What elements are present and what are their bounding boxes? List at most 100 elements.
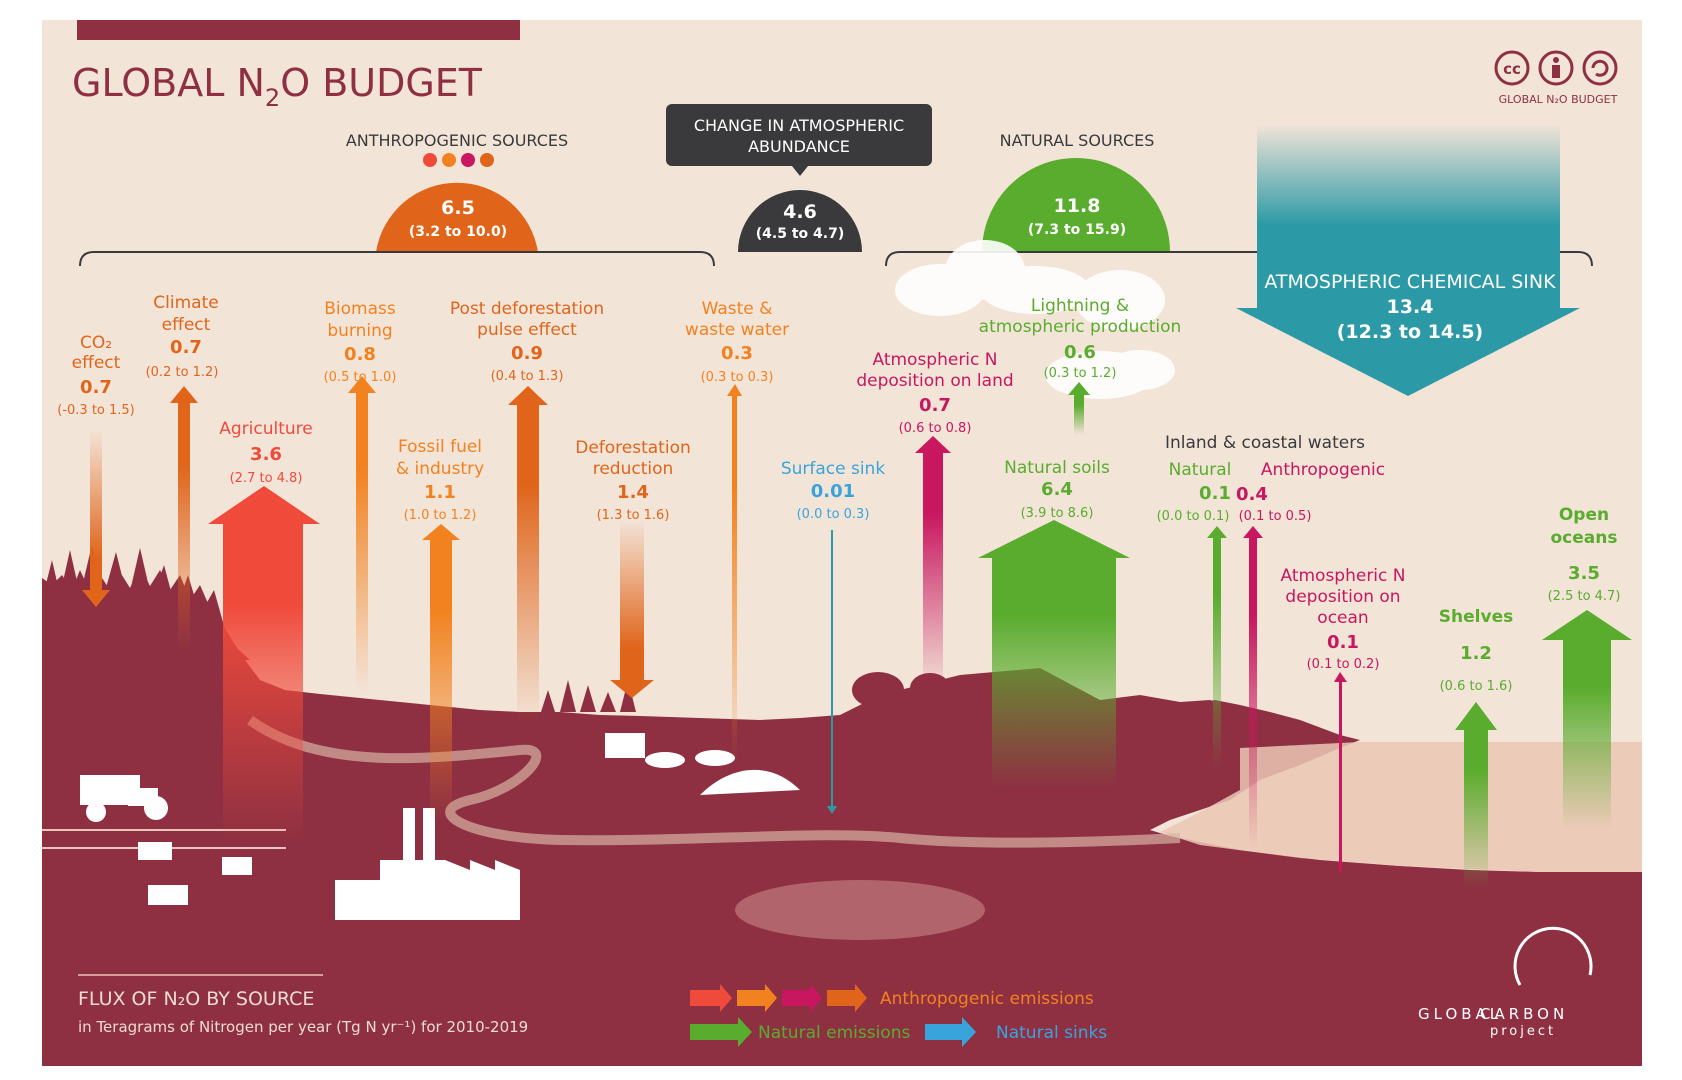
co2-effect-range: (-0.3 to 1.5) — [57, 403, 135, 418]
lake — [735, 880, 985, 940]
change-label-line2: ABUNDANCE — [748, 137, 850, 156]
anthropogenic-bracket — [79, 251, 715, 267]
surface-sink-arrow — [827, 530, 837, 814]
lightning-label2: atmospheric production — [979, 317, 1182, 337]
natural-soils-value: 6.4 — [1041, 479, 1073, 500]
fossil-fuel-range: (1.0 to 1.2) — [404, 508, 477, 523]
waste-labels: Waste & waste water 0.3 (0.3 to 0.3) — [685, 299, 789, 385]
open-oceans-range: (2.5 to 4.7) — [1548, 589, 1621, 604]
change-dome — [738, 190, 862, 252]
sink-value: 13.4 — [1387, 296, 1434, 318]
open-oceans-label2: oceans — [1551, 528, 1618, 548]
svg-text:cc: cc — [1503, 60, 1521, 78]
agriculture-label: Agriculture — [219, 419, 313, 439]
biomass-burning-labels: Biomass burning 0.8 (0.5 to 1.0) — [324, 299, 397, 385]
legend-natural-arrow — [690, 1017, 752, 1047]
inland-natural-range: (0.0 to 0.1) — [1157, 509, 1230, 524]
deposition-ocean-label1: Atmospheric N — [1280, 566, 1405, 586]
post-deforestation-labels: Post deforestation pulse effect 0.9 (0.4… — [450, 299, 604, 384]
logo-carbon: CARBON — [1480, 1005, 1568, 1023]
lightning-labels: Lightning & atmospheric production 0.6 (… — [979, 296, 1182, 381]
creative-commons-icon: cc — [1494, 50, 1530, 86]
waste-arrow — [727, 384, 742, 766]
inland-anthropogenic-label: Anthropogenic — [1261, 460, 1385, 480]
tractor — [80, 775, 168, 822]
shelves-label: Shelves — [1439, 607, 1513, 627]
post-deforestation-range: (0.4 to 1.3) — [491, 369, 564, 384]
deforestation-reduction-range: (1.3 to 1.6) — [597, 508, 670, 523]
inland-natural-label: Natural — [1169, 460, 1232, 480]
open-oceans-value: 3.5 — [1568, 563, 1600, 584]
change-value: 4.6 — [783, 201, 817, 223]
deposition-ocean-range: (0.1 to 0.2) — [1307, 657, 1380, 672]
lightning-range: (0.3 to 1.2) — [1044, 366, 1117, 381]
agriculture-range: (2.7 to 4.8) — [230, 471, 303, 486]
post-deforestation-label2: pulse effect — [477, 320, 577, 340]
shelves-labels: Shelves 1.2 (0.6 to 1.6) — [1439, 607, 1513, 694]
natural-sources-label: NATURAL SOURCES — [1000, 131, 1155, 150]
waste-range: (0.3 to 0.3) — [701, 370, 774, 385]
surface-sink-labels: Surface sink 0.01 (0.0 to 0.3) — [781, 459, 886, 522]
post-deforestation-label1: Post deforestation — [450, 299, 604, 319]
fossil-fuel-label2: & industry — [396, 459, 484, 479]
natural-value: 11.8 — [1054, 195, 1101, 217]
agriculture-value: 3.6 — [250, 444, 282, 465]
anthropogenic-value: 6.5 — [441, 197, 475, 219]
agriculture-arrow — [208, 486, 320, 844]
open-oceans-arrow — [1542, 610, 1632, 830]
legend-natural: Natural emissions — [758, 1023, 910, 1043]
agriculture-labels: Agriculture 3.6 (2.7 to 4.8) — [219, 419, 313, 486]
natural-bracket — [885, 251, 1593, 267]
anthropogenic-range: (3.2 to 10.0) — [409, 224, 507, 240]
change-label-box — [666, 104, 932, 166]
biomass-burning-value: 0.8 — [344, 344, 376, 365]
natural-soils-label: Natural soils — [1004, 458, 1110, 478]
deposition-land-range: (0.6 to 0.8) — [899, 421, 972, 436]
attribution-icon — [1538, 50, 1574, 86]
shelves-value: 1.2 — [1460, 643, 1492, 664]
surface-sink-range: (0.0 to 0.3) — [797, 507, 870, 522]
open-oceans-label1: Open — [1559, 505, 1609, 525]
waste-water-plant — [605, 733, 800, 795]
inland-anthropogenic-arrow — [1243, 526, 1263, 848]
shelves-arrow — [1455, 702, 1497, 890]
inland-heading: Inland & coastal waters — [1165, 433, 1365, 453]
waste-value: 0.3 — [721, 343, 753, 364]
deposition-land-labels: Atmospheric N deposition on land 0.7 (0.… — [856, 350, 1013, 436]
surface-sink-value: 0.01 — [811, 481, 855, 502]
deposition-land-arrow — [915, 436, 951, 693]
land-mass — [42, 566, 1642, 1066]
co2-effect-labels: CO₂ effect 0.7 (-0.3 to 1.5) — [57, 333, 135, 418]
inland-anthropogenic-range: (0.1 to 0.5) — [1239, 509, 1312, 524]
footer-subtitle: in Teragrams of Nitrogen per year (Tg N … — [78, 1018, 528, 1036]
factory — [335, 808, 520, 920]
climate-effect-range: (0.2 to 1.2) — [146, 365, 219, 380]
inland-anthropogenic-value: 0.4 — [1236, 484, 1268, 505]
natural-soils-range: (3.9 to 8.6) — [1021, 506, 1094, 521]
deposition-ocean-arrow — [1334, 672, 1347, 872]
share-alike-icon — [1582, 50, 1618, 86]
deforestation-reduction-label1: Deforestation — [575, 438, 691, 458]
gcp-logo-ring — [1513, 926, 1593, 986]
biomass-burning-arrow — [348, 376, 376, 693]
co2-effect-label1: CO₂ — [80, 333, 112, 353]
natural-soils-arrow — [978, 520, 1130, 788]
waste-label2: waste water — [685, 320, 789, 340]
deposition-ocean-label2: deposition on — [1285, 587, 1400, 607]
lightning-value: 0.6 — [1064, 342, 1096, 363]
anthropogenic-sources-label: ANTHROPOGENIC SOURCES — [346, 131, 568, 150]
natural-soils-labels: Natural soils 6.4 (3.9 to 8.6) — [1004, 458, 1110, 521]
biomass-burning-label2: burning — [327, 321, 392, 341]
fossil-fuel-labels: Fossil fuel & industry 1.1 (1.0 to 1.2) — [396, 437, 484, 523]
co2-effect-arrow — [82, 430, 110, 607]
legend-anthropogenic: Anthropogenic emissions — [880, 989, 1094, 1009]
deposition-ocean-label3: ocean — [1317, 608, 1368, 628]
waste-label1: Waste & — [702, 299, 773, 319]
deposition-land-value: 0.7 — [919, 395, 951, 416]
natural-dome — [982, 158, 1170, 252]
sink-range: (12.3 to 14.5) — [1337, 321, 1484, 343]
shelves-range: (0.6 to 1.6) — [1440, 679, 1513, 694]
shore-water — [1160, 742, 1642, 872]
